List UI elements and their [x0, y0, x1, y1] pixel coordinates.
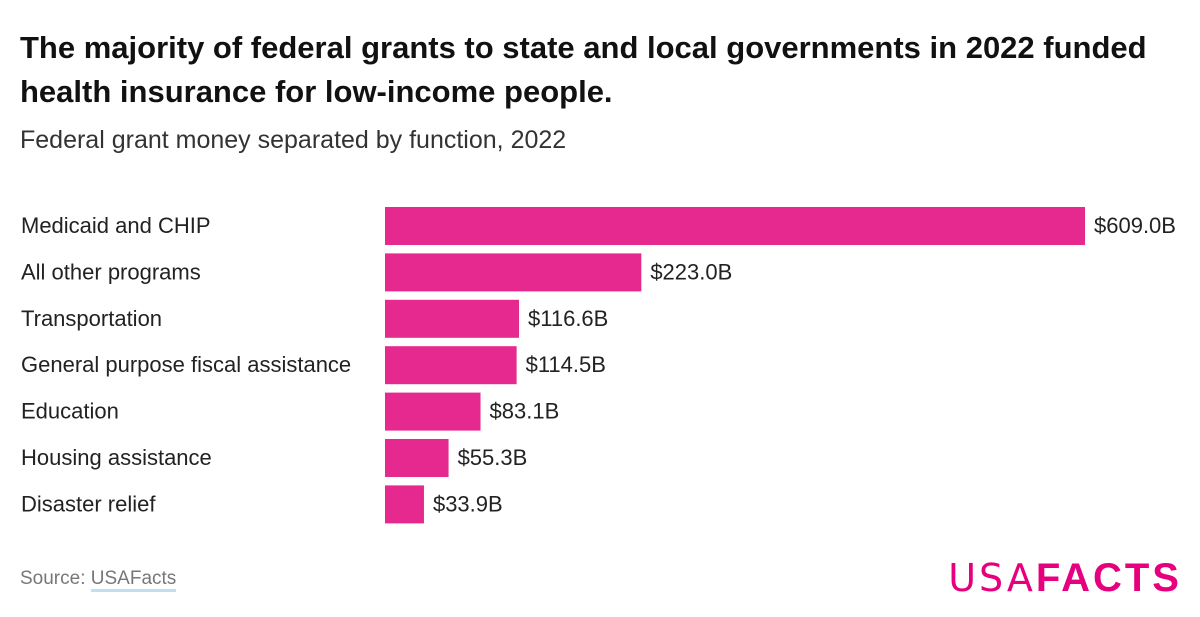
- value-label: $114.5B: [526, 352, 606, 377]
- chart-subtitle: Federal grant money separated by functio…: [20, 126, 567, 154]
- bar: [385, 346, 517, 385]
- category-label: Housing assistance: [21, 445, 212, 470]
- value-label: $55.3B: [458, 445, 528, 470]
- source-link[interactable]: USAFacts: [90, 568, 177, 592]
- source-prefix: Source:: [20, 568, 91, 589]
- category-label: Transportation: [21, 306, 162, 331]
- category-label: Disaster relief: [21, 491, 156, 516]
- source-note: Source: USAFacts: [20, 568, 177, 592]
- category-label: All other programs: [21, 259, 201, 284]
- logo-thin: USA: [948, 556, 1036, 600]
- logo-bold: FACTS: [1035, 556, 1182, 600]
- bar: [385, 485, 424, 524]
- category-label: General purpose fiscal assistance: [21, 352, 351, 377]
- value-label: $116.6B: [528, 306, 608, 331]
- usafacts-logo: USAFACTS: [948, 556, 1182, 601]
- bar: [385, 392, 481, 431]
- bar: [385, 299, 520, 338]
- value-label: $223.0B: [650, 259, 732, 284]
- chart-title: The majority of federal grants to state …: [20, 30, 1147, 109]
- value-label: $609.0B: [1094, 213, 1176, 238]
- bar-chart: Medicaid and CHIP $609.0B All other progra…: [21, 207, 1176, 524]
- category-label: Medicaid and CHIP: [21, 213, 211, 238]
- bar: [385, 439, 449, 477]
- value-label: $33.9B: [433, 491, 503, 516]
- value-label: $83.1B: [490, 399, 560, 424]
- bar: [385, 207, 1085, 245]
- bar: [385, 253, 642, 292]
- category-label: Education: [21, 399, 119, 424]
